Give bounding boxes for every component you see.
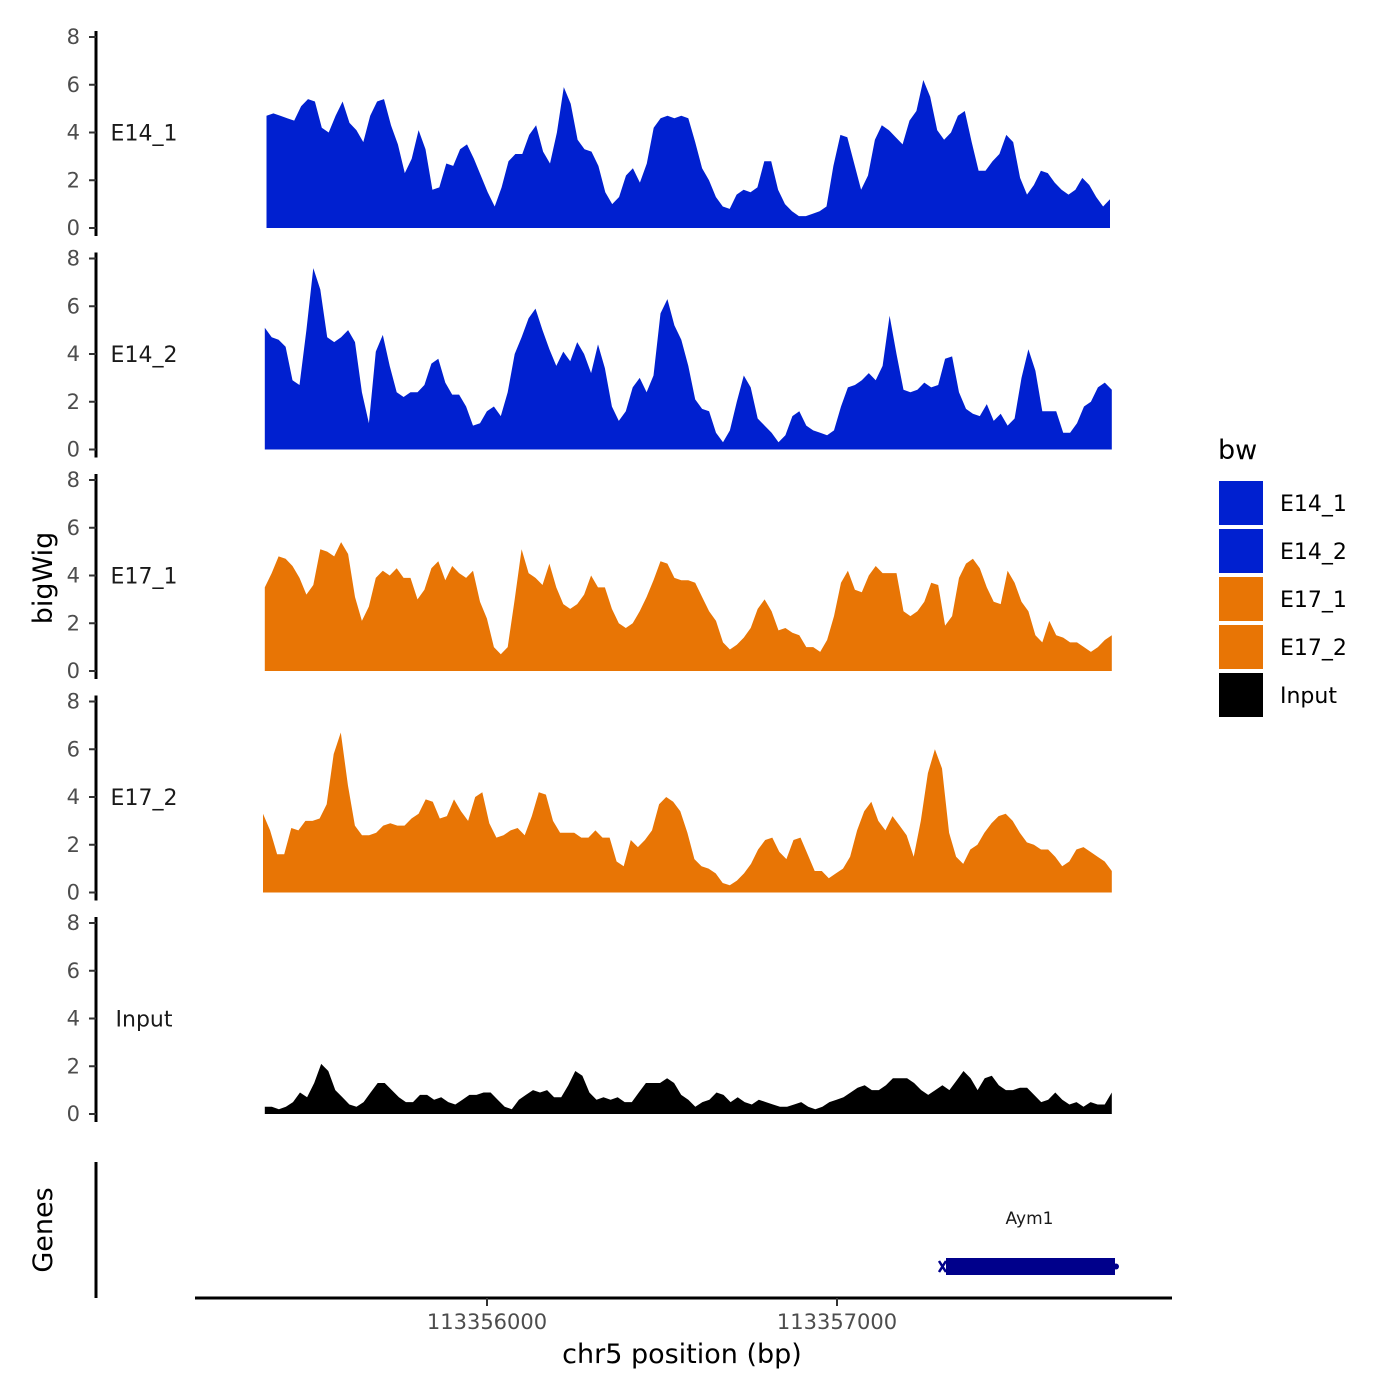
y-tick-label: 8 [67, 247, 80, 271]
legend-item-e17-2: E17_2 [1217, 623, 1347, 671]
legend-swatch [1217, 671, 1265, 719]
y-tick-label: 0 [67, 216, 80, 240]
track-e14-1: 0 2 4 6 8 E14_1 [67, 25, 1110, 240]
track-label: E17_2 [111, 786, 178, 811]
y-tick-label: 2 [67, 390, 80, 414]
signal-area-e14-2 [264, 268, 1112, 450]
y-tick-label: 4 [67, 342, 80, 366]
legend-label: E17_1 [1280, 588, 1347, 613]
x-tick-label: 113356000 [427, 1310, 547, 1334]
track-e17-1: 0 2 4 6 8 E17_1 [67, 468, 1112, 683]
legend-swatch [1217, 575, 1265, 623]
x-tick-label: 113357000 [777, 1310, 897, 1334]
signal-area-input [264, 1063, 1112, 1114]
y-tick-label: 6 [67, 73, 80, 97]
legend-label: E17_2 [1280, 636, 1347, 661]
y-tick-label: 4 [67, 1007, 80, 1031]
y-tick-label: 0 [67, 659, 80, 683]
y-tick-label: 2 [67, 168, 80, 192]
y-tick-label: 0 [67, 1102, 80, 1126]
track-label: Input [116, 1008, 173, 1033]
y-tick-label: 4 [67, 121, 80, 145]
legend-item-input: Input [1217, 671, 1337, 719]
legend-label: E14_2 [1280, 540, 1347, 565]
y-tick-label: 4 [67, 564, 80, 588]
legend-item-e14-1: E14_1 [1217, 479, 1347, 527]
track-e17-2: 0 2 4 6 8 E17_2 [67, 690, 1112, 905]
y-tick-label: 0 [67, 881, 80, 905]
signal-area-e17-2 [263, 732, 1112, 893]
genes-panel: Genes Aym1 [28, 1162, 1119, 1298]
x-axis-title: chr5 position (bp) [562, 1339, 802, 1370]
y-tick-label: 2 [67, 833, 80, 857]
legend: bw E14_1 E14_2 E17_1 E17_2 Input [1217, 435, 1347, 719]
track-label: E14_1 [111, 122, 178, 147]
gene-aym1: Aym1 [937, 1209, 1119, 1275]
signal-tracks: 0 2 4 6 8 E14_1 0 2 4 6 8 E14_2 0 2 4 6 8 E17_1 0 2 4 6 8 E17_2… [67, 25, 1112, 1126]
legend-item-e14-2: E14_2 [1217, 527, 1347, 575]
y-tick-label: 8 [67, 690, 80, 714]
y-tick-label: 6 [67, 737, 80, 761]
legend-swatch [1217, 527, 1265, 575]
gene-label: Aym1 [1006, 1209, 1054, 1229]
legend-swatch [1217, 479, 1265, 527]
gene-end-mark [1113, 1263, 1119, 1270]
track-label: E14_2 [111, 343, 178, 368]
legend-label: Input [1280, 684, 1337, 709]
y-tick-label: 6 [67, 516, 80, 540]
y-tick-label: 8 [67, 911, 80, 935]
legend-title: bw [1218, 435, 1257, 466]
y-tick-label: 8 [67, 468, 80, 492]
legend-swatch [1217, 623, 1265, 671]
x-axis: chr5 position (bp) 113356000 113357000 [195, 1296, 1172, 1370]
legend-item-e17-1: E17_1 [1217, 575, 1347, 623]
y-tick-label: 8 [67, 25, 80, 49]
gene-strand-mark [937, 1260, 948, 1273]
y-tick-label: 4 [67, 785, 80, 809]
y-tick-label: 6 [67, 294, 80, 318]
y-axis-title: bigWig [28, 532, 59, 625]
track-input: 0 2 4 6 8 Input [67, 911, 1112, 1126]
track-e14-2: 0 2 4 6 8 E14_2 [67, 247, 1112, 462]
genes-axis-title: Genes [28, 1187, 59, 1272]
y-tick-label: 2 [67, 1054, 80, 1078]
signal-area-e14-1 [266, 80, 1110, 228]
signal-area-e17-1 [264, 542, 1112, 671]
y-tick-label: 2 [67, 611, 80, 635]
legend-label: E14_1 [1280, 492, 1347, 517]
gene-body [946, 1258, 1115, 1275]
track-label: E17_1 [111, 565, 178, 590]
y-tick-label: 6 [67, 959, 80, 983]
y-tick-label: 0 [67, 438, 80, 462]
